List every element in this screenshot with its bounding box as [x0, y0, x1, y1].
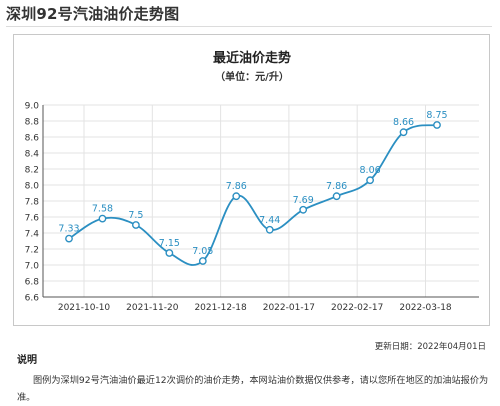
- data-points: [65, 121, 441, 265]
- y-tick-label: 6.6: [25, 294, 40, 304]
- data-label: 7.33: [58, 224, 79, 235]
- data-point: [232, 192, 241, 201]
- data-label: 7.15: [159, 238, 180, 249]
- y-tick-label: 7.8: [25, 198, 40, 208]
- data-labels: 7.33 7.58 7.5 7.15 7.05 7.86 7.44 7.69 7.86 8.06 8…: [58, 110, 447, 257]
- data-point: [98, 214, 107, 223]
- title-divider: [6, 26, 492, 27]
- y-tick-label: 9.0: [25, 102, 40, 112]
- x-tick-label: 2022-03-18: [399, 303, 452, 313]
- series-line: [68, 124, 438, 266]
- y-tick-label: 7.4: [25, 230, 40, 240]
- y-tick-label: 7.0: [25, 262, 40, 272]
- data-label: 8.66: [393, 117, 414, 128]
- line-chart: 最近油价走势 （单位：元/升） 6.6 6.8 7.0 7.2 7.4 7.6 7.8 8.0…: [25, 50, 479, 313]
- data-label: 7.44: [259, 215, 280, 226]
- x-tick-label: 2022-02-17: [331, 303, 383, 313]
- chart-container: 最近油价走势 （单位：元/升） 6.6 6.8 7.0 7.2 7.4 7.6 7.8 8.0…: [13, 34, 490, 326]
- axes: [42, 105, 479, 298]
- update-info: 更新日期：2022年04月01日: [375, 340, 486, 352]
- data-label: 8.75: [426, 110, 447, 121]
- y-tick-label: 7.2: [25, 246, 39, 256]
- y-tick-label: 8.0: [25, 182, 40, 192]
- x-axis-ticks: 2021-10-10 2021-11-20 2021-12-18 2022-01-17…: [58, 303, 452, 313]
- data-label: 7.05: [192, 246, 213, 257]
- data-point: [433, 121, 441, 129]
- x-tick-label: 2022-01-17: [263, 303, 315, 313]
- data-label: 7.5: [128, 210, 143, 221]
- data-point: [198, 257, 207, 265]
- data-point: [265, 225, 274, 234]
- grid-lines: [43, 104, 479, 298]
- data-label: 8.06: [360, 165, 381, 176]
- page-title: 深圳92号汽油油价走势图: [6, 5, 180, 23]
- data-point: [165, 249, 174, 257]
- data-point: [65, 234, 73, 243]
- data-point: [366, 176, 374, 185]
- y-tick-label: 7.6: [25, 214, 40, 224]
- data-point: [132, 221, 140, 229]
- chart-subtitle: （单位：元/升）: [215, 70, 289, 83]
- data-point: [399, 128, 408, 137]
- x-tick-label: 2021-10-10: [58, 303, 111, 313]
- y-tick-label: 6.8: [25, 278, 40, 288]
- y-tick-label: 8.8: [25, 118, 40, 128]
- y-tick-label: 8.6: [25, 134, 40, 144]
- update-label: 更新日期：: [374, 342, 418, 352]
- x-tick-label: 2021-12-18: [194, 303, 247, 313]
- chart-title: 最近油价走势: [213, 50, 291, 66]
- notes-heading: 说明: [17, 355, 37, 366]
- update-date: 2022年04月01日: [417, 342, 486, 352]
- y-tick-label: 8.4: [25, 150, 40, 160]
- data-label: 7.69: [293, 195, 314, 206]
- data-point: [299, 205, 308, 214]
- data-label: 7.86: [226, 181, 247, 192]
- data-label: 7.86: [326, 181, 347, 192]
- notes-text: 图例为深圳92号汽油油价最近12次调价的油价走势，本网站油价数据仅供参考，请以您…: [17, 375, 489, 403]
- data-label: 7.58: [92, 204, 113, 215]
- y-tick-label: 8.2: [25, 166, 39, 176]
- y-axis-ticks: 6.6 6.8 7.0 7.2 7.4 7.6 7.8 8.0 8.2 8.4 8.6 8.8 9.0: [25, 102, 40, 304]
- x-tick-label: 2021-11-20: [126, 303, 179, 313]
- data-point: [332, 192, 341, 201]
